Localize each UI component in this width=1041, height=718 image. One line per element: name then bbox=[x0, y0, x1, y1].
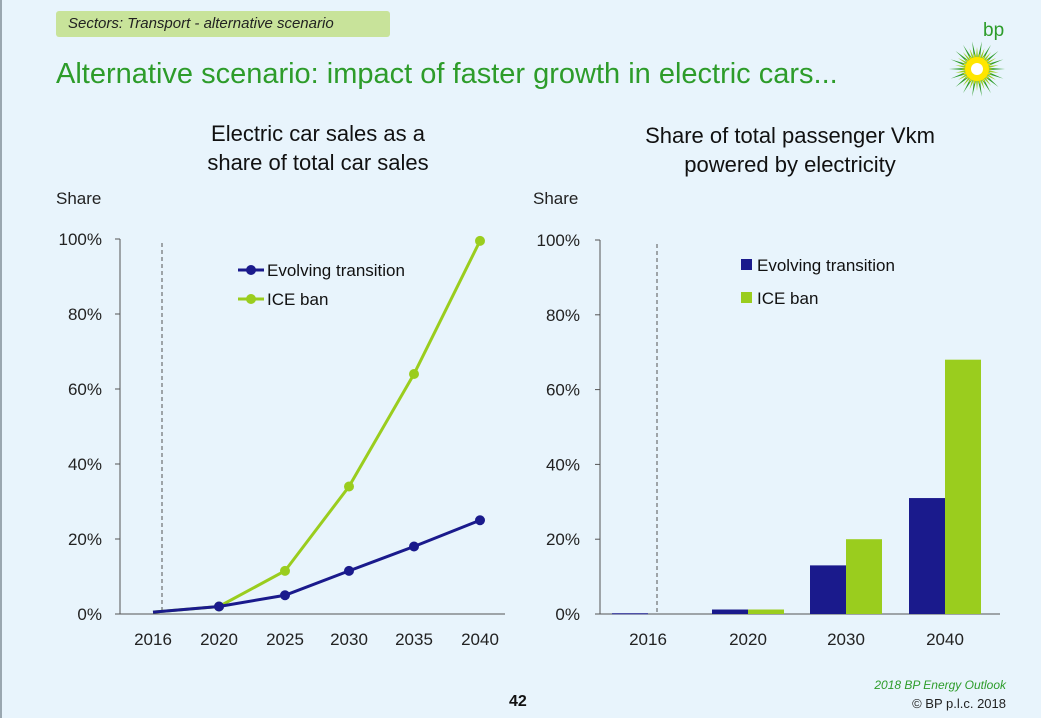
left-evolving-point bbox=[280, 590, 290, 601]
left-ice-point bbox=[280, 565, 290, 576]
right-bar-evolving bbox=[612, 613, 648, 615]
right-bar-ice bbox=[846, 539, 882, 614]
right-bar-evolving bbox=[712, 609, 748, 614]
bp-helios-logo-icon bbox=[949, 41, 1005, 97]
right-legend-label: ICE ban bbox=[757, 289, 818, 308]
left-y-axis-label: Share bbox=[56, 189, 102, 208]
right-bar-evolving bbox=[810, 565, 846, 614]
publication-name: 2018 BP Energy Outlook bbox=[874, 678, 1006, 692]
left-y-tick-label: 0% bbox=[77, 605, 102, 624]
right-chart-title-line1: Share of total passenger Vkm bbox=[645, 123, 935, 148]
right-y-tick-label: 0% bbox=[555, 605, 580, 624]
left-ice-point bbox=[344, 481, 354, 492]
left-ice-point bbox=[409, 369, 419, 379]
right-x-tick-label: 2040 bbox=[926, 630, 964, 649]
left-legend-label: Evolving transition bbox=[267, 261, 405, 280]
right-legend-swatch bbox=[741, 259, 752, 270]
left-legend-marker bbox=[246, 294, 256, 304]
left-y-tick-label: 20% bbox=[68, 530, 102, 549]
copyright-notice: © BP p.l.c. 2018 bbox=[912, 696, 1006, 711]
right-y-tick-label: 60% bbox=[546, 381, 580, 400]
right-bar-ice bbox=[748, 609, 784, 614]
left-chart-title-line2: share of total car sales bbox=[207, 150, 429, 175]
left-x-tick-label: 2016 bbox=[134, 630, 172, 649]
left-border bbox=[0, 0, 2, 718]
left-x-tick-label: 2020 bbox=[200, 630, 238, 649]
left-y-tick-label: 100% bbox=[59, 230, 102, 249]
left-series-evolving-line bbox=[152, 518, 481, 614]
right-bar-ice bbox=[945, 359, 981, 614]
left-legend-label: ICE ban bbox=[267, 290, 328, 309]
right-x-tick-label: 2020 bbox=[729, 630, 767, 649]
page-headline: Alternative scenario: impact of faster g… bbox=[56, 58, 838, 90]
right-legend-label: Evolving transition bbox=[757, 256, 895, 275]
right-legend-swatch bbox=[741, 292, 752, 303]
bp-logo-text: bp bbox=[983, 20, 1005, 41]
left-y-tick-label: 60% bbox=[68, 380, 102, 399]
right-y-tick-label: 40% bbox=[546, 455, 580, 474]
right-x-tick-label: 2030 bbox=[827, 630, 865, 649]
left-legend-marker bbox=[246, 265, 256, 275]
section-tag: Sectors: Transport - alternative scenari… bbox=[56, 11, 390, 37]
left-evolving-point bbox=[409, 541, 419, 552]
left-evolving-point bbox=[475, 515, 485, 526]
page-number: 42 bbox=[509, 693, 527, 710]
left-evolving-point bbox=[214, 601, 224, 612]
right-y-tick-label: 100% bbox=[537, 231, 580, 250]
right-chart-title: Share of total passenger Vkm powered by … bbox=[600, 121, 980, 179]
left-evolving-point bbox=[344, 565, 354, 576]
right-chart-title-line2: powered by electricity bbox=[684, 152, 896, 177]
right-x-tick-label: 2016 bbox=[629, 630, 667, 649]
left-y-tick-label: 80% bbox=[68, 305, 102, 324]
right-y-axis-label: Share bbox=[533, 189, 579, 208]
right-y-tick-label: 20% bbox=[546, 530, 580, 549]
right-y-tick-label: 80% bbox=[546, 306, 580, 325]
left-y-tick-label: 40% bbox=[68, 455, 102, 474]
left-x-tick-label: 2025 bbox=[266, 630, 304, 649]
left-x-tick-label: 2035 bbox=[395, 630, 433, 649]
left-ice-point bbox=[475, 235, 485, 246]
left-chart-title: Electric car sales as a share of total c… bbox=[150, 119, 486, 177]
right-bar-evolving bbox=[909, 498, 945, 614]
left-chart-title-line1: Electric car sales as a bbox=[211, 121, 425, 146]
left-x-tick-label: 2030 bbox=[330, 630, 368, 649]
left-x-tick-label: 2040 bbox=[461, 630, 499, 649]
